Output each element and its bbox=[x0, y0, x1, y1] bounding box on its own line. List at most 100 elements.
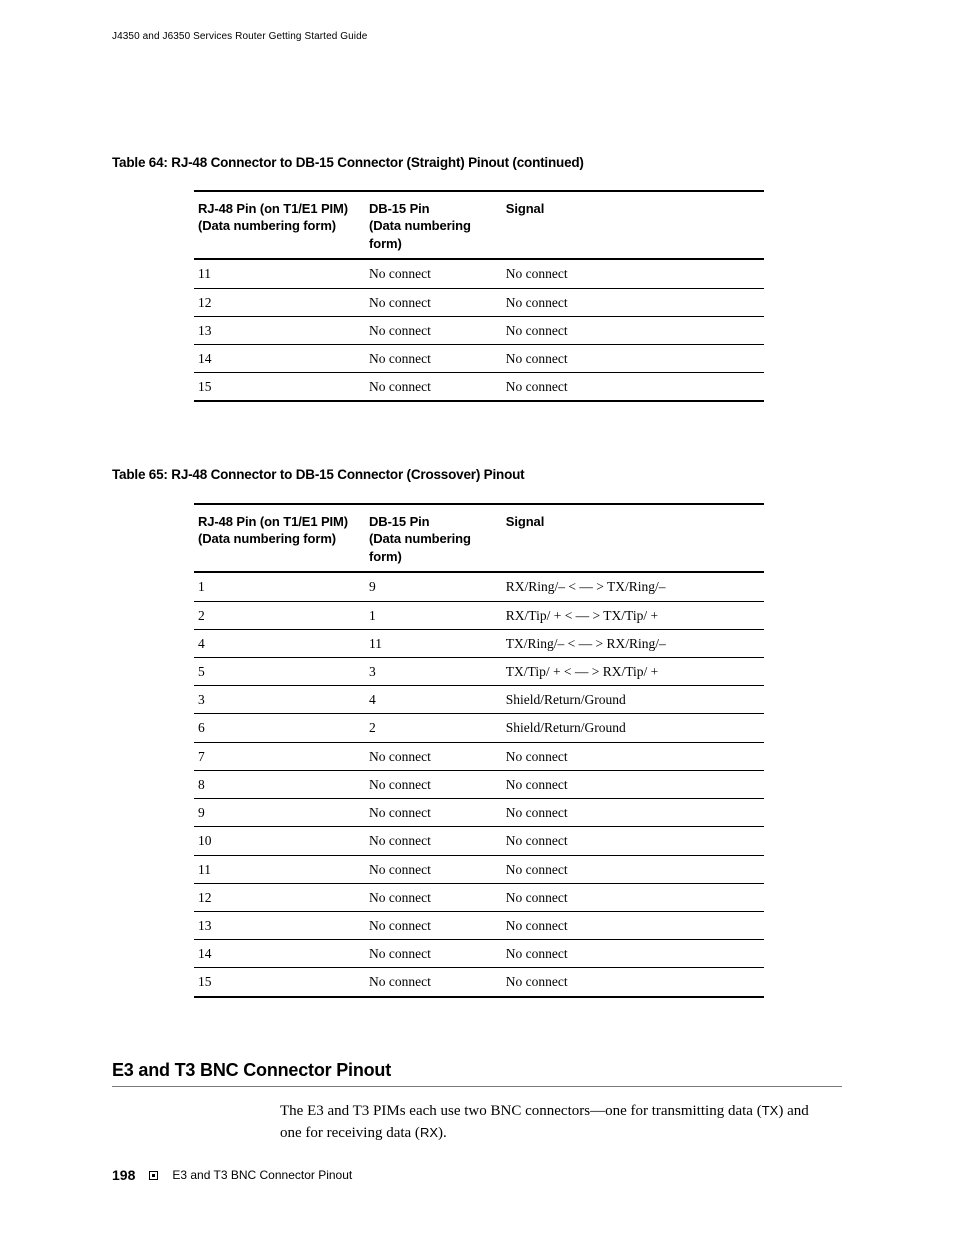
table-cell: 13 bbox=[194, 911, 365, 939]
table-65-header-row: RJ-48 Pin (on T1/E1 PIM)(Data numbering … bbox=[194, 504, 764, 573]
table-cell: 13 bbox=[194, 316, 365, 344]
table-cell: 11 bbox=[365, 629, 502, 657]
table-row: 9No connectNo connect bbox=[194, 799, 764, 827]
table-cell: 9 bbox=[365, 572, 502, 601]
table-cell: 11 bbox=[194, 259, 365, 288]
table-cell: No connect bbox=[365, 827, 502, 855]
table-row: 12No connectNo connect bbox=[194, 288, 764, 316]
table-row: 14No connectNo connect bbox=[194, 345, 764, 373]
table-cell: 1 bbox=[194, 572, 365, 601]
table-cell: 4 bbox=[194, 629, 365, 657]
table-cell: No connect bbox=[365, 911, 502, 939]
table-cell: No connect bbox=[502, 940, 764, 968]
table-cell: No connect bbox=[365, 770, 502, 798]
page-footer: 198 E3 and T3 BNC Connector Pinout bbox=[112, 1166, 842, 1185]
table-cell: No connect bbox=[502, 288, 764, 316]
table-cell: No connect bbox=[502, 316, 764, 344]
table-cell: 12 bbox=[194, 883, 365, 911]
table-64-caption: Table 64: RJ-48 Connector to DB-15 Conne… bbox=[112, 154, 842, 172]
table-cell: TX/Tip/ + < –– > RX/Tip/ + bbox=[502, 657, 764, 685]
table-cell: No connect bbox=[502, 373, 764, 402]
table-cell: 2 bbox=[194, 601, 365, 629]
table-65-wrap: RJ-48 Pin (on T1/E1 PIM)(Data numbering … bbox=[194, 503, 842, 998]
table-65-header-col3: Signal bbox=[502, 504, 764, 573]
table-cell: RX/Ring/– < –– > TX/Ring/– bbox=[502, 572, 764, 601]
table-cell: 8 bbox=[194, 770, 365, 798]
table-row: 21RX/Tip/ + < –– > TX/Tip/ + bbox=[194, 601, 764, 629]
table-cell: No connect bbox=[502, 770, 764, 798]
table-row: 62Shield/Return/Ground bbox=[194, 714, 764, 742]
table-row: 13No connectNo connect bbox=[194, 911, 764, 939]
table-cell: 9 bbox=[194, 799, 365, 827]
table-cell: No connect bbox=[502, 855, 764, 883]
running-header: J4350 and J6350 Services Router Getting … bbox=[112, 30, 842, 44]
table-cell: No connect bbox=[365, 345, 502, 373]
section-rule bbox=[112, 1086, 842, 1087]
table-65-body: 19RX/Ring/– < –– > TX/Ring/–21RX/Tip/ + … bbox=[194, 572, 764, 996]
table-cell: 10 bbox=[194, 827, 365, 855]
table-row: 7No connectNo connect bbox=[194, 742, 764, 770]
table-cell: No connect bbox=[365, 855, 502, 883]
section-heading: E3 and T3 BNC Connector Pinout bbox=[112, 1058, 842, 1082]
table-cell: 14 bbox=[194, 345, 365, 373]
table-cell: No connect bbox=[365, 883, 502, 911]
body-text-post: ). bbox=[438, 1125, 447, 1141]
table-cell: No connect bbox=[502, 799, 764, 827]
table-row: 12No connectNo connect bbox=[194, 883, 764, 911]
table-cell: No connect bbox=[365, 940, 502, 968]
table-cell: No connect bbox=[502, 827, 764, 855]
body-text-rx: RX bbox=[420, 1125, 438, 1140]
table-64-header-col3: Signal bbox=[502, 191, 764, 260]
table-cell: 5 bbox=[194, 657, 365, 685]
table-row: 14No connectNo connect bbox=[194, 940, 764, 968]
table-cell: RX/Tip/ + < –– > TX/Tip/ + bbox=[502, 601, 764, 629]
table-cell: 3 bbox=[365, 657, 502, 685]
table-cell: No connect bbox=[502, 259, 764, 288]
table-cell: 6 bbox=[194, 714, 365, 742]
table-cell: 1 bbox=[365, 601, 502, 629]
table-cell: 2 bbox=[365, 714, 502, 742]
table-row: 34Shield/Return/Ground bbox=[194, 686, 764, 714]
table-cell: No connect bbox=[365, 259, 502, 288]
table-row: 8No connectNo connect bbox=[194, 770, 764, 798]
table-cell: No connect bbox=[502, 911, 764, 939]
table-cell: 11 bbox=[194, 855, 365, 883]
body-text-pre: The E3 and T3 PIMs each use two BNC conn… bbox=[280, 1103, 762, 1119]
table-cell: No connect bbox=[502, 883, 764, 911]
page-number: 198 bbox=[112, 1166, 135, 1185]
table-cell: No connect bbox=[502, 742, 764, 770]
table-row: 10No connectNo connect bbox=[194, 827, 764, 855]
table-row: 411TX/Ring/– < –– > RX/Ring/– bbox=[194, 629, 764, 657]
table-cell: No connect bbox=[365, 316, 502, 344]
table-64: RJ-48 Pin (on T1/E1 PIM)(Data numbering … bbox=[194, 190, 764, 403]
table-row: 53TX/Tip/ + < –– > RX/Tip/ + bbox=[194, 657, 764, 685]
table-cell: 3 bbox=[194, 686, 365, 714]
spacer bbox=[112, 402, 842, 466]
section-body: The E3 and T3 PIMs each use two BNC conn… bbox=[280, 1101, 842, 1145]
footer-marker-icon bbox=[149, 1171, 158, 1180]
table-65-caption: Table 65: RJ-48 Connector to DB-15 Conne… bbox=[112, 466, 842, 484]
footer-section-title: E3 and T3 BNC Connector Pinout bbox=[172, 1167, 352, 1183]
table-64-header-col1: RJ-48 Pin (on T1/E1 PIM)(Data numbering … bbox=[194, 191, 365, 260]
table-row: 15No connectNo connect bbox=[194, 968, 764, 997]
table-cell: Shield/Return/Ground bbox=[502, 714, 764, 742]
table-row: 15No connectNo connect bbox=[194, 373, 764, 402]
table-cell: TX/Ring/– < –– > RX/Ring/– bbox=[502, 629, 764, 657]
table-cell: No connect bbox=[502, 968, 764, 997]
table-cell: No connect bbox=[502, 345, 764, 373]
table-65-header-col1: RJ-48 Pin (on T1/E1 PIM)(Data numbering … bbox=[194, 504, 365, 573]
table-65-header-col2: DB-15 Pin(Data numbering form) bbox=[365, 504, 502, 573]
table-64-header-col2: DB-15 Pin(Data numbering form) bbox=[365, 191, 502, 260]
table-row: 11No connectNo connect bbox=[194, 259, 764, 288]
table-64-header-row: RJ-48 Pin (on T1/E1 PIM)(Data numbering … bbox=[194, 191, 764, 260]
table-cell: No connect bbox=[365, 288, 502, 316]
table-cell: 15 bbox=[194, 968, 365, 997]
table-cell: No connect bbox=[365, 373, 502, 402]
table-row: 19RX/Ring/– < –– > TX/Ring/– bbox=[194, 572, 764, 601]
table-cell: Shield/Return/Ground bbox=[502, 686, 764, 714]
table-64-wrap: RJ-48 Pin (on T1/E1 PIM)(Data numbering … bbox=[194, 190, 842, 403]
table-cell: 7 bbox=[194, 742, 365, 770]
table-cell: No connect bbox=[365, 742, 502, 770]
table-cell: No connect bbox=[365, 799, 502, 827]
table-cell: 14 bbox=[194, 940, 365, 968]
